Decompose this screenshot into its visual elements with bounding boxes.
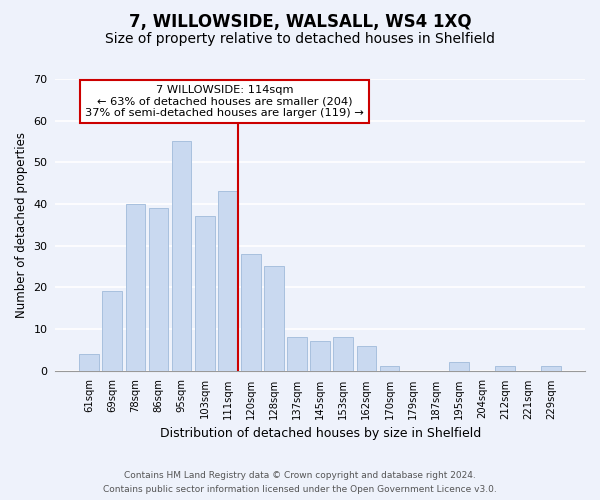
Bar (495, 366, 515, 370)
Bar (195, 216, 215, 370)
Text: 7, WILLOWSIDE, WALSALL, WS4 1XQ: 7, WILLOWSIDE, WALSALL, WS4 1XQ (128, 12, 472, 30)
Bar (241, 254, 260, 370)
Text: Size of property relative to detached houses in Shelfield: Size of property relative to detached ho… (105, 32, 495, 46)
Bar (264, 266, 284, 370)
Bar (541, 366, 561, 370)
Text: Contains public sector information licensed under the Open Government Licence v3: Contains public sector information licen… (103, 484, 497, 494)
Text: Contains HM Land Registry data © Crown copyright and database right 2024.: Contains HM Land Registry data © Crown c… (124, 472, 476, 480)
Bar (449, 362, 469, 370)
Bar (287, 338, 307, 370)
Bar (218, 192, 238, 370)
Bar (172, 142, 191, 370)
Bar (380, 366, 399, 370)
Y-axis label: Number of detached properties: Number of detached properties (15, 132, 28, 318)
Bar (356, 346, 376, 370)
Bar (334, 338, 353, 370)
Bar (103, 292, 122, 370)
Bar (125, 204, 145, 370)
Text: 7 WILLOWSIDE: 114sqm
← 63% of detached houses are smaller (204)
37% of semi-deta: 7 WILLOWSIDE: 114sqm ← 63% of detached h… (85, 85, 364, 118)
X-axis label: Distribution of detached houses by size in Shelfield: Distribution of detached houses by size … (160, 427, 481, 440)
Bar (310, 342, 330, 370)
Bar (79, 354, 99, 370)
Bar (149, 208, 169, 370)
